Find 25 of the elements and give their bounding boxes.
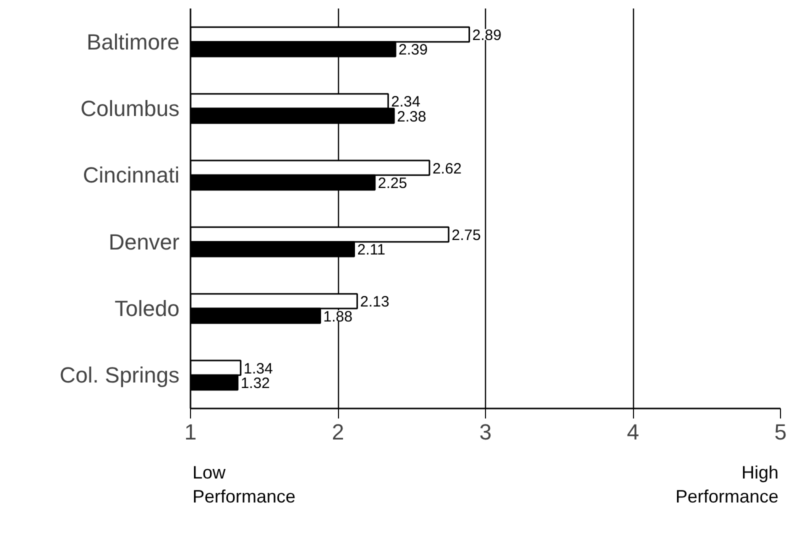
- data-label: 2.11: [357, 242, 386, 259]
- y-tick-label: Denver: [108, 229, 180, 254]
- data-label: 2.34: [391, 94, 420, 111]
- x-tick-label: 2: [332, 420, 344, 444]
- data-label: 2.25: [378, 175, 408, 192]
- text: Low Performance: [192, 462, 296, 506]
- y-tick-label: Toledo: [114, 296, 180, 321]
- y-tick-label: Columbus: [80, 96, 180, 121]
- data-label: 2.38: [397, 108, 426, 126]
- x-tick-label: 5: [774, 420, 787, 444]
- text: High Performance: [675, 462, 779, 506]
- data-label: 1.32: [240, 375, 270, 392]
- x-tick-label: 3: [479, 420, 492, 444]
- data-label: 1.34: [244, 360, 273, 378]
- x-tick-label: 4: [626, 420, 640, 444]
- data-label: 2.62: [432, 160, 462, 178]
- y-tick-label: Cincinnati: [82, 162, 180, 188]
- data-label: 2.75: [452, 227, 481, 244]
- y-tick-label: Baltimore: [86, 29, 180, 54]
- data-label: 2.89: [472, 27, 502, 44]
- x-tick-label: 1: [184, 420, 197, 444]
- data-label: 2.39: [398, 42, 428, 59]
- y-tick-label: Col. Springs: [60, 362, 180, 388]
- data-label: 1.88: [323, 308, 353, 326]
- data-label: 2.13: [360, 294, 390, 311]
